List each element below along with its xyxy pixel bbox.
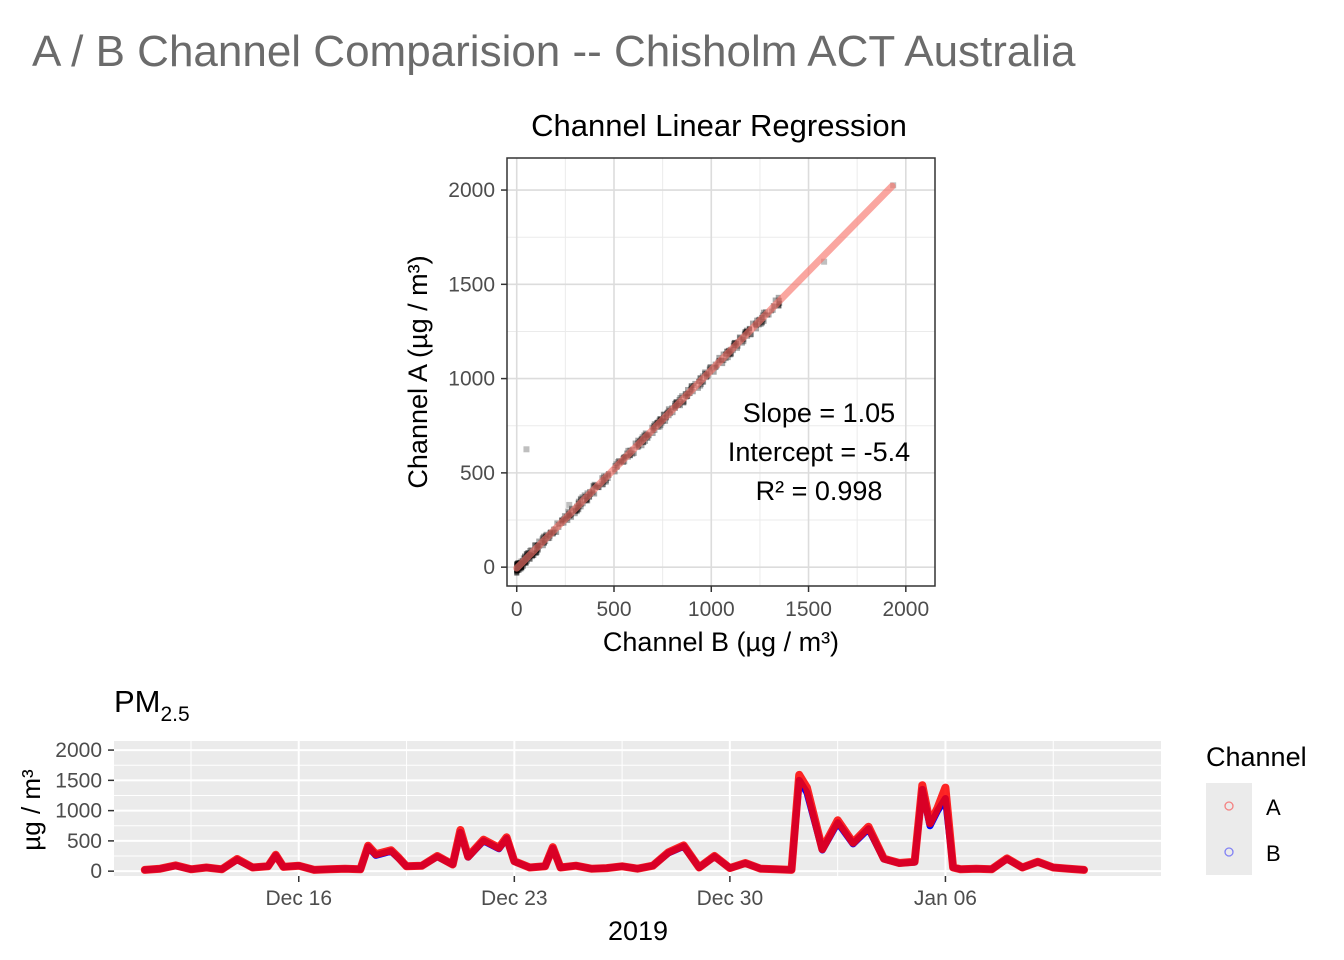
timeseries-chart: PM2.5 Dec 16 Dec 23 Dec 30 Jan 06 0 500 1000 15… (16, 684, 1307, 946)
scatter-point (720, 361, 726, 367)
ts-x-tick-label: Dec 30 (697, 887, 764, 910)
scatter-x-label: Channel B (µg / m³) (603, 627, 839, 657)
legend-key-a (1224, 801, 1234, 811)
scatter-point (639, 443, 645, 449)
timeseries-y-label: µg / m³ (16, 769, 46, 851)
scatter-title: Channel Linear Regression (531, 108, 907, 143)
scatter-point (590, 482, 596, 488)
legend-key-b-bg (1206, 829, 1252, 875)
scatter-point (518, 566, 524, 572)
scatter-point (748, 332, 754, 338)
scatter-point (519, 565, 525, 571)
ts-y-tick-label: 0 (90, 860, 102, 883)
scatter-x-tick-label: 1500 (785, 598, 832, 621)
scatter-point (514, 570, 520, 576)
ts-y-tick-label: 1500 (55, 769, 102, 792)
scatter-axes: 0 500 1000 1500 2000 0 500 1000 1500 2000 (448, 179, 929, 621)
scatter-point (749, 320, 755, 326)
annotation-slope: Slope = 1.05 (743, 398, 895, 428)
legend-key-a-bg (1206, 783, 1252, 829)
timeseries-title: PM2.5 (114, 684, 190, 726)
ts-x-tick-label: Jan 06 (914, 887, 977, 910)
scatter-point (716, 354, 722, 360)
scatter-x-tick-label: 1000 (688, 598, 735, 621)
legend-title: Channel (1206, 742, 1307, 772)
regression-annotation: Slope = 1.05 Intercept = -5.4 R² = 0.998 (728, 398, 910, 506)
timeseries-axes: Dec 16 Dec 23 Dec 30 Jan 06 0 500 1000 1500 2000 (55, 739, 977, 910)
scatter-border (506, 157, 936, 587)
legend-key-b (1224, 847, 1234, 857)
ts-x-tick-label: Dec 16 (265, 887, 332, 910)
legend-label-b: B (1266, 841, 1281, 866)
scatter-chart: Channel Linear Regression 0 500 1000 1500 20… (403, 108, 936, 657)
scatter-point (591, 481, 597, 487)
ts-y-tick-label: 500 (67, 830, 102, 853)
scatter-outlier (821, 258, 828, 265)
timeseries-x-label: 2019 (608, 916, 668, 946)
ts-x-tick-label: Dec 23 (481, 887, 548, 910)
series-a-line (140, 770, 1088, 874)
scatter-point (572, 511, 578, 517)
scatter-point (698, 383, 704, 389)
scatter-y-tick-label: 500 (460, 462, 495, 485)
scatter-point (514, 570, 520, 576)
scatter-point (514, 569, 520, 575)
ts-y-tick-label: 1000 (55, 800, 102, 823)
scatter-fit-line (513, 182, 896, 572)
scatter-point (592, 491, 598, 497)
scatter-y-tick-label: 0 (483, 556, 495, 579)
ts-y-tick-label: 2000 (55, 739, 102, 762)
scatter-y-tick-label: 1500 (448, 273, 495, 296)
scatter-point (772, 297, 778, 303)
scatter-y-label: Channel A (µg / m³) (403, 255, 433, 488)
scatter-point (695, 385, 701, 391)
timeseries-series (140, 770, 1088, 874)
scatter-y-tick-label: 1000 (448, 368, 495, 391)
scatter-x-tick-label: 500 (596, 598, 631, 621)
scatter-x-tick-label: 0 (511, 598, 523, 621)
scatter-point (603, 479, 609, 485)
legend: Channel A B (1206, 742, 1307, 875)
legend-label-a: A (1266, 795, 1281, 820)
regression-line (513, 182, 896, 572)
timeseries-title-sub: 2.5 (161, 703, 190, 726)
annotation-intercept: Intercept = -5.4 (728, 437, 910, 467)
timeseries-title-main: PM (114, 684, 161, 719)
scatter-outlier (566, 501, 573, 508)
scatter-y-tick-label: 2000 (448, 179, 495, 202)
annotation-r2: R² = 0.998 (756, 476, 883, 506)
scatter-x-tick-label: 2000 (882, 598, 929, 621)
scatter-grid (507, 158, 935, 586)
scatter-point (577, 495, 583, 501)
timeseries-panel (114, 741, 1161, 876)
scatter-panel (507, 158, 935, 586)
scatter-outlier (523, 446, 530, 453)
page-title: A / B Channel Comparision -- Chisholm AC… (32, 27, 1076, 76)
